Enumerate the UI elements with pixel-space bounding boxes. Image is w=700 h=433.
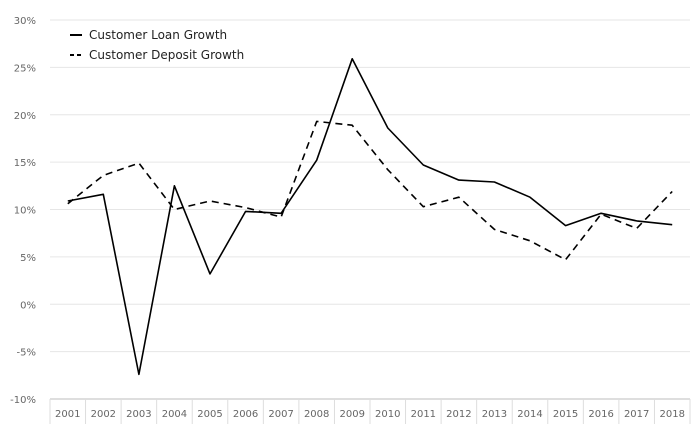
x-tick-label: 2015 bbox=[553, 409, 578, 420]
gridlines bbox=[50, 19, 690, 353]
x-tick-label: 2006 bbox=[233, 409, 258, 420]
series-line-customer-deposit-growth bbox=[67, 120, 673, 261]
x-tick-label: 2004 bbox=[162, 409, 187, 420]
x-tick-label: 2016 bbox=[588, 409, 613, 420]
axes: -10% -5% 0% 5% 10% 15% 20% 25% 30% 2001 2002 2003 20… bbox=[10, 16, 691, 424]
x-tick-label: 2001 bbox=[55, 409, 80, 420]
x-tick-label: 2009 bbox=[339, 409, 364, 420]
x-tick-label: 2005 bbox=[197, 409, 222, 420]
y-tick-label: -10% bbox=[10, 395, 36, 406]
x-tick-label: 2008 bbox=[304, 409, 329, 420]
series-lines bbox=[67, 57, 673, 376]
x-tick-label: 2014 bbox=[517, 409, 542, 420]
y-tick-label: -5% bbox=[17, 348, 36, 359]
legend-label: Customer Deposit Growth bbox=[89, 48, 244, 62]
legend-label: Customer Loan Growth bbox=[89, 28, 227, 42]
series-line-customer-loan-growth bbox=[67, 57, 673, 376]
x-tick-label: 2011 bbox=[411, 409, 436, 420]
y-tick-label: 10% bbox=[14, 206, 36, 217]
y-tick-label: 20% bbox=[14, 111, 36, 122]
x-tick-label: 2007 bbox=[268, 409, 293, 420]
y-tick-label: 5% bbox=[20, 253, 36, 264]
x-tick-label: 2017 bbox=[624, 409, 649, 420]
y-tick-label: 30% bbox=[14, 16, 36, 27]
legend: Customer Loan Growth Customer Deposit Gro… bbox=[70, 28, 244, 62]
y-tick-label: 25% bbox=[14, 63, 36, 74]
y-tick-label: 0% bbox=[20, 300, 36, 311]
x-tick-label: 2012 bbox=[446, 409, 471, 420]
x-tick-label: 2013 bbox=[482, 409, 507, 420]
x-tick-label: 2002 bbox=[91, 409, 116, 420]
x-tick-label: 2003 bbox=[126, 409, 151, 420]
y-tick-label: 15% bbox=[14, 158, 36, 169]
x-tick-label: 2010 bbox=[375, 409, 400, 420]
x-tick-label: 2018 bbox=[659, 409, 684, 420]
